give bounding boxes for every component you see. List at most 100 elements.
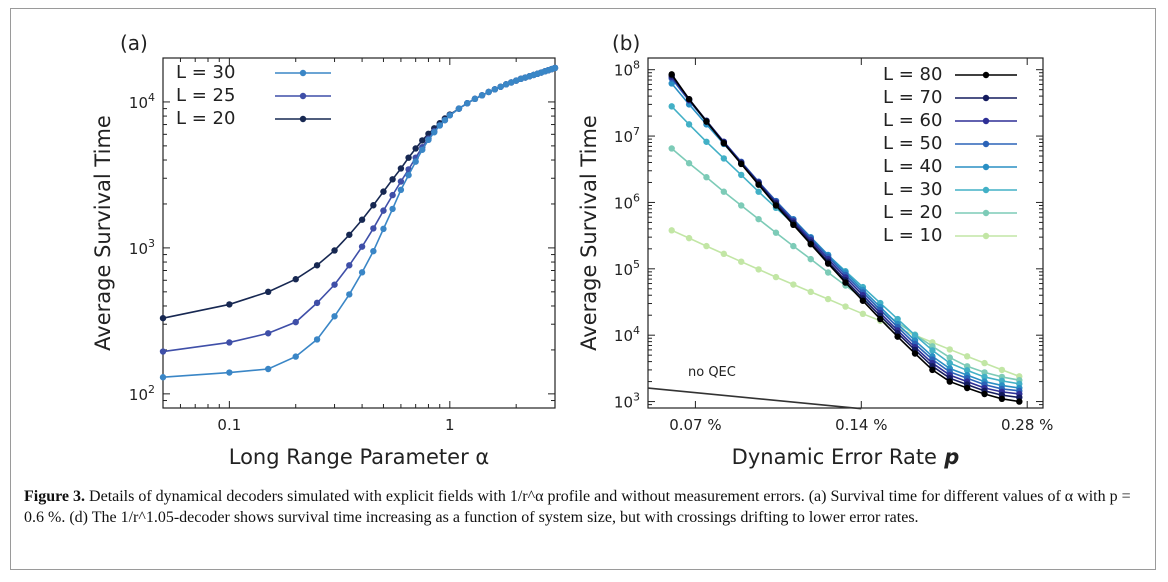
data-point xyxy=(755,181,762,188)
data-point xyxy=(668,80,675,87)
data-point xyxy=(412,145,419,152)
data-point xyxy=(389,191,396,199)
legend-marker xyxy=(299,69,307,77)
legend-marker xyxy=(982,163,990,171)
y-axis-label: Average Survival Time xyxy=(577,115,601,351)
data-point xyxy=(159,374,167,381)
data-point xyxy=(313,262,321,269)
data-point xyxy=(551,64,559,72)
data-point xyxy=(894,315,901,323)
data-point xyxy=(859,297,867,304)
axes-frame xyxy=(162,57,556,409)
data-point xyxy=(412,158,419,165)
series-line xyxy=(671,73,1020,403)
data-point xyxy=(313,299,321,307)
data-point xyxy=(772,202,780,209)
panel-a-chart: 102 103 104 0.1 1 L = 30L = 25L = 20 (a) Averag… xyxy=(91,31,559,469)
y-tick-label: 106 xyxy=(614,191,640,212)
legend-marker xyxy=(299,115,307,123)
data-point xyxy=(471,95,479,103)
data-point xyxy=(790,281,797,288)
y-tick-label: 107 xyxy=(614,125,640,146)
data-point xyxy=(380,188,387,195)
legend-label: L = 60 xyxy=(883,110,942,131)
x-tick-label: 1 xyxy=(445,416,455,434)
data-point xyxy=(226,301,233,308)
y-tick-label: 103 xyxy=(129,237,155,258)
data-point xyxy=(1016,398,1023,405)
no-qec-annotation: no QEC xyxy=(688,365,736,380)
data-point xyxy=(720,188,728,195)
data-point xyxy=(668,71,675,78)
data-point xyxy=(264,365,272,373)
data-point xyxy=(755,215,762,223)
data-point xyxy=(946,378,953,385)
data-point xyxy=(963,367,971,374)
data-point xyxy=(685,121,693,128)
x-tick-label: 0.07 % xyxy=(669,416,721,434)
data-point xyxy=(981,369,988,376)
data-point xyxy=(159,314,167,322)
legend-label: L = 50 xyxy=(883,133,942,154)
data-point xyxy=(998,395,1006,403)
data-point xyxy=(405,171,412,179)
data-point xyxy=(380,225,387,233)
legend-label: L = 10 xyxy=(883,225,942,246)
y-tick-label: 103 xyxy=(614,391,640,412)
data-point xyxy=(911,350,919,357)
panel-label: (b) xyxy=(612,31,640,55)
data-point xyxy=(720,140,728,147)
data-point xyxy=(877,315,884,323)
data-point xyxy=(911,331,919,339)
legend-label: L = 70 xyxy=(883,87,942,108)
y-tick-label: 105 xyxy=(614,258,640,279)
data-point xyxy=(894,333,901,340)
data-point xyxy=(497,83,504,90)
figure-frame xyxy=(10,8,1156,570)
y-tick-label: 104 xyxy=(129,91,155,112)
legend-label: L = 25 xyxy=(176,85,235,106)
panel-label: (a) xyxy=(120,31,148,55)
data-point xyxy=(331,247,338,254)
data-point xyxy=(478,92,486,99)
x-axis-label: Long Range Parameter α xyxy=(229,445,490,469)
data-point xyxy=(419,137,426,144)
panel-b-chart: 103 104 105 106 107 108 0.07 % 0.14 % 0.28 % no Q… xyxy=(577,31,1053,469)
data-point xyxy=(397,178,405,185)
legend-marker xyxy=(982,186,990,194)
no-qec-line xyxy=(647,387,862,410)
figure-caption: Figure 3. Details of dynamical decoders … xyxy=(24,486,1144,528)
data-point xyxy=(292,353,299,360)
data-point xyxy=(508,79,515,86)
data-point xyxy=(981,390,988,398)
data-point xyxy=(358,216,366,223)
x-tick-label: 0.1 xyxy=(217,416,241,434)
data-point xyxy=(807,255,814,263)
data-point xyxy=(946,354,953,361)
legend-marker xyxy=(299,92,307,100)
data-point xyxy=(685,160,693,167)
data-point xyxy=(981,359,988,367)
legend-label: L = 30 xyxy=(176,62,235,83)
legend-marker xyxy=(982,94,990,102)
data-point xyxy=(389,176,396,183)
data-point xyxy=(405,154,412,161)
data-point xyxy=(502,81,510,88)
data-point xyxy=(346,231,353,238)
data-point xyxy=(929,366,936,374)
data-point xyxy=(703,242,710,250)
data-point xyxy=(331,313,338,320)
series-line xyxy=(671,77,1020,392)
data-point xyxy=(491,86,499,93)
data-point xyxy=(842,279,849,286)
data-point xyxy=(738,202,745,209)
data-point xyxy=(159,348,167,355)
data-point xyxy=(703,138,710,145)
data-point xyxy=(859,310,867,318)
data-point xyxy=(946,346,953,353)
data-point xyxy=(226,339,233,346)
data-point xyxy=(998,366,1006,374)
data-point xyxy=(824,260,832,267)
data-point xyxy=(425,136,432,144)
